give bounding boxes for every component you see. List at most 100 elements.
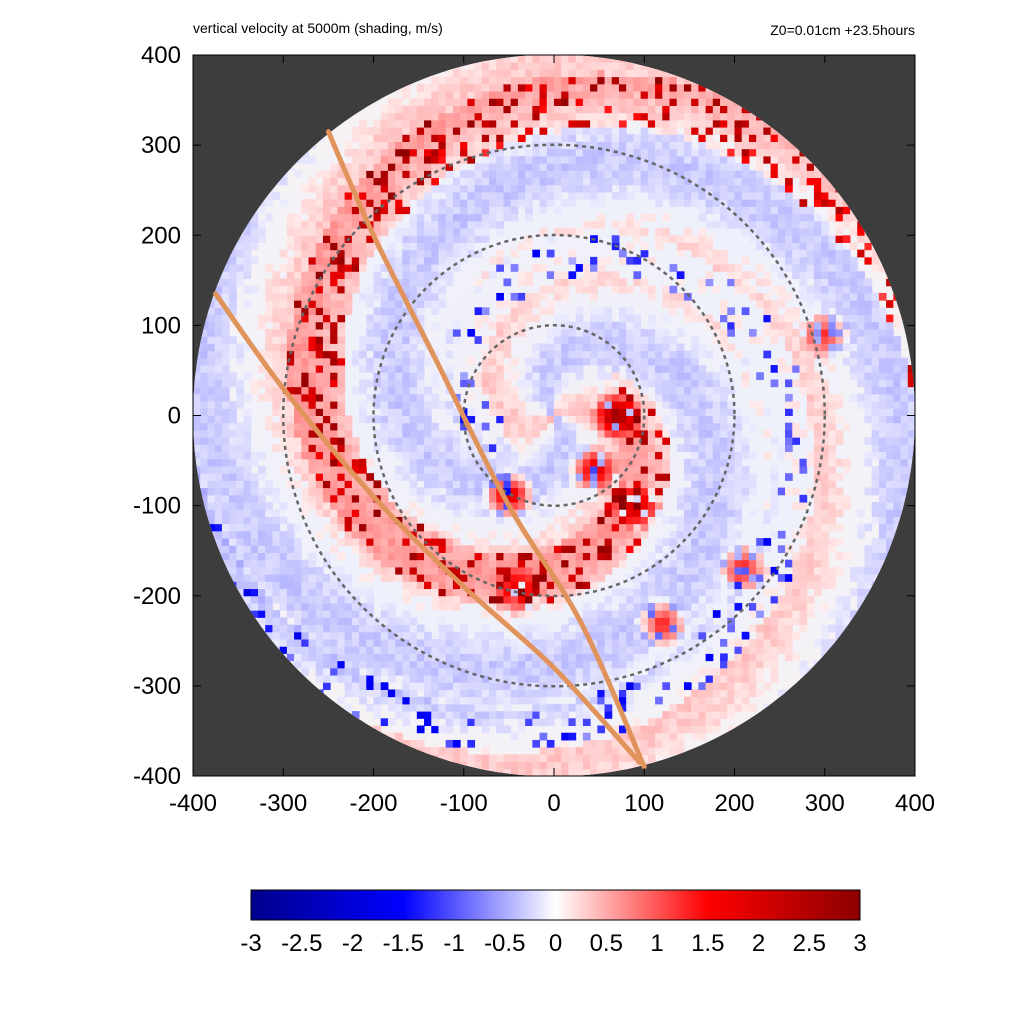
field-cell xyxy=(604,552,613,561)
field-cell xyxy=(366,480,374,489)
field-cell xyxy=(568,271,577,280)
field-cell xyxy=(720,386,728,395)
field-cell xyxy=(676,141,685,150)
field-cell xyxy=(582,134,591,143)
field-cell xyxy=(705,675,714,683)
field-cell xyxy=(618,379,627,388)
field-cell xyxy=(214,523,223,532)
field-cell xyxy=(221,292,230,301)
field-cell xyxy=(359,610,367,618)
field-cell xyxy=(691,422,699,431)
field-cell xyxy=(590,285,598,294)
field-cell xyxy=(207,386,216,395)
field-cell xyxy=(532,538,541,546)
field-cell xyxy=(243,458,252,467)
field-cell xyxy=(575,747,584,755)
field-cell xyxy=(611,667,620,676)
field-cell xyxy=(539,292,548,301)
field-cell xyxy=(460,119,468,128)
field-cell xyxy=(214,444,223,453)
field-cell xyxy=(532,711,541,719)
field-cell xyxy=(402,465,411,474)
field-cell xyxy=(539,401,548,409)
field-cell xyxy=(424,588,432,597)
field-cell xyxy=(582,624,591,633)
field-cell xyxy=(351,494,360,503)
field-cell xyxy=(424,689,432,698)
field-cell xyxy=(467,249,476,258)
field-cell xyxy=(359,639,367,647)
field-cell xyxy=(525,62,533,70)
field-cell xyxy=(250,379,259,388)
field-cell xyxy=(373,624,382,633)
field-cell xyxy=(575,502,584,510)
field-cell xyxy=(539,465,548,474)
field-cell xyxy=(626,314,634,323)
field-cell xyxy=(438,639,447,647)
field-cell xyxy=(712,170,721,179)
field-cell xyxy=(698,170,707,179)
field-cell xyxy=(424,487,432,496)
field-cell xyxy=(575,696,584,705)
field-cell xyxy=(322,660,331,669)
field-cell xyxy=(510,696,519,705)
field-cell xyxy=(575,343,584,352)
field-cell xyxy=(554,530,562,539)
field-cell xyxy=(265,307,273,316)
field-cell xyxy=(337,343,346,352)
field-cell xyxy=(525,393,533,402)
field-cell xyxy=(539,444,548,453)
field-cell xyxy=(633,69,642,78)
field-cell xyxy=(467,62,476,70)
field-cell xyxy=(351,235,360,243)
field-cell xyxy=(720,163,728,171)
field-cell xyxy=(604,321,613,330)
field-cell xyxy=(301,595,310,604)
field-cell xyxy=(481,703,490,712)
field-cell xyxy=(193,444,201,453)
field-cell xyxy=(409,451,418,460)
field-cell xyxy=(691,249,699,258)
field-cell xyxy=(676,545,685,553)
field-cell xyxy=(424,667,432,676)
field-cell xyxy=(395,271,403,280)
field-cell xyxy=(727,184,735,193)
field-cell xyxy=(640,134,649,143)
field-cell xyxy=(647,148,656,157)
field-cell xyxy=(301,372,310,380)
field-cell xyxy=(597,55,606,63)
field-cell xyxy=(467,530,476,539)
field-cell xyxy=(294,595,302,604)
field-cell xyxy=(481,559,490,568)
field-cell xyxy=(452,155,461,164)
field-cell xyxy=(532,357,541,366)
field-cell xyxy=(683,379,692,388)
field-cell xyxy=(568,350,577,359)
field-cell xyxy=(532,314,541,323)
field-cell xyxy=(257,530,266,539)
field-cell xyxy=(387,278,396,287)
field-cell xyxy=(676,91,685,99)
field-cell xyxy=(727,134,735,143)
field-cell xyxy=(633,184,642,193)
field-cell xyxy=(611,112,620,121)
field-cell xyxy=(554,141,562,150)
field-cell xyxy=(452,660,461,669)
field-cell xyxy=(626,372,634,380)
field-cell xyxy=(691,696,699,705)
field-cell xyxy=(265,523,273,532)
field-cell xyxy=(416,206,425,215)
field-cell xyxy=(496,588,504,597)
field-cell xyxy=(517,69,526,78)
field-cell xyxy=(214,451,223,460)
field-cell xyxy=(705,574,714,582)
field-cell xyxy=(575,566,584,575)
field-cell xyxy=(561,768,569,777)
field-cell xyxy=(460,725,468,734)
field-cell xyxy=(705,523,714,532)
field-cell xyxy=(330,242,338,251)
field-cell xyxy=(640,184,649,193)
field-cell xyxy=(539,386,548,395)
field-cell xyxy=(424,256,432,265)
field-cell xyxy=(337,429,346,438)
